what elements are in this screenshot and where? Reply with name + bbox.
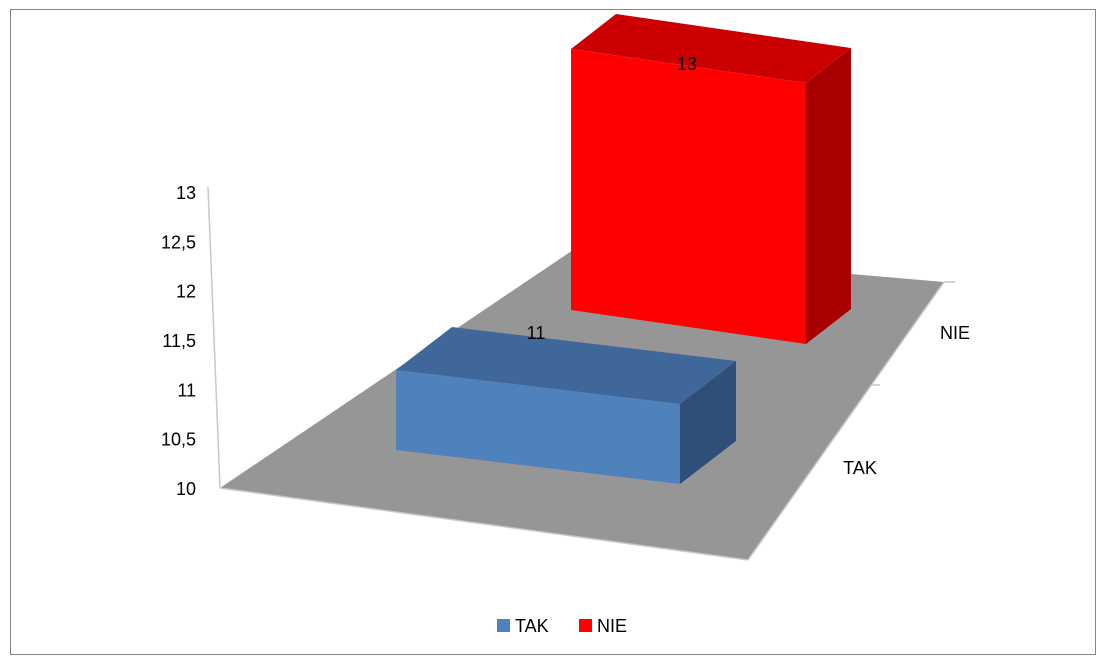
bar-tak <box>396 327 736 484</box>
y-tick-label: 10,5 <box>161 430 196 450</box>
bar-tak-top-face <box>396 327 736 404</box>
bar-tak-side-face <box>680 361 736 484</box>
y-tick-label: 12,5 <box>161 232 196 252</box>
legend-swatch-tak <box>497 619 510 632</box>
depth-axis-label-tak: TAK <box>843 458 877 478</box>
legend-swatch-nie <box>579 619 592 632</box>
legend: TAK NIE <box>497 616 627 636</box>
data-label-tak: 11 <box>527 323 546 343</box>
y-tick-label: 11,5 <box>162 331 196 351</box>
y-tick-label: 12 <box>176 282 196 302</box>
bar-tak-front-face <box>396 370 680 484</box>
legend-label-nie: NIE <box>597 616 627 636</box>
bar-nie-top-face <box>571 14 851 83</box>
depth-axis-label-nie: NIE <box>940 323 970 343</box>
bar-nie <box>571 14 851 344</box>
y-axis-line <box>207 186 221 489</box>
y-tick-label: 11 <box>177 380 196 400</box>
x-axis-line <box>219 487 749 561</box>
bar-nie-front-face <box>571 49 806 344</box>
y-tick-label: 10 <box>176 479 196 499</box>
data-label-nie: 13 <box>677 54 697 74</box>
legend-label-tak: TAK <box>515 616 549 636</box>
bar-nie-side-face <box>806 48 851 344</box>
y-tick-label: 13 <box>176 183 196 203</box>
depth-axis-line <box>747 281 945 561</box>
